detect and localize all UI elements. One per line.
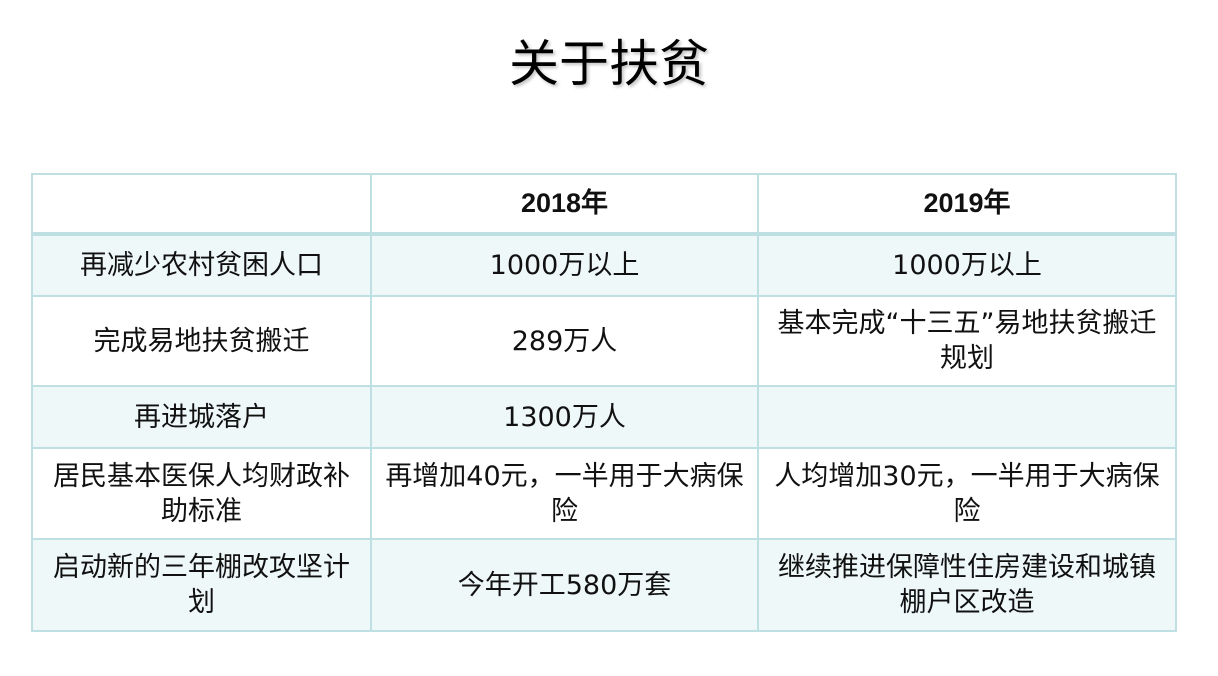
row-label: 再进城落户 <box>31 385 372 449</box>
table-row: 启动新的三年棚改攻坚计划 今年开工580万套 继续推进保障性住房建设和城镇棚户区… <box>31 538 1177 632</box>
table-row: 再减少农村贫困人口 1000万以上 1000万以上 <box>31 233 1177 297</box>
row-label: 完成易地扶贫搬迁 <box>31 295 372 387</box>
cell-2018: 289万人 <box>370 295 759 387</box>
cell-2018: 1000万以上 <box>370 233 759 297</box>
cell-2018: 今年开工580万套 <box>370 538 759 632</box>
table-row: 居民基本医保人均财政补助标准 再增加40元，一半用于大病保险 人均增加30元，一… <box>31 447 1177 540</box>
row-label: 再减少农村贫困人口 <box>31 233 372 297</box>
row-label: 启动新的三年棚改攻坚计划 <box>31 538 372 632</box>
slide-title: 关于扶贫 <box>509 35 709 93</box>
cell-2019: 人均增加30元，一半用于大病保险 <box>757 447 1177 540</box>
cell-2018: 再增加40元，一半用于大病保险 <box>370 447 759 540</box>
cell-2019: 基本完成“十三五”易地扶贫搬迁规划 <box>757 295 1177 387</box>
cell-2019: 继续推进保障性住房建设和城镇棚户区改造 <box>757 538 1177 632</box>
cell-2019: 1000万以上 <box>757 233 1177 297</box>
cell-2019 <box>757 385 1177 449</box>
row-label: 居民基本医保人均财政补助标准 <box>31 447 372 540</box>
header-cell-2019: 2019年 <box>757 173 1177 236</box>
cell-2018: 1300万人 <box>370 385 759 449</box>
table-row: 再进城落户 1300万人 <box>31 385 1177 449</box>
header-row: 2018年 2019年 <box>31 173 1177 236</box>
poverty-table: 2018年 2019年 再减少农村贫困人口 1000万以上 1000万以上 完成… <box>31 173 1177 632</box>
table-row: 完成易地扶贫搬迁 289万人 基本完成“十三五”易地扶贫搬迁规划 <box>31 295 1177 387</box>
header-cell-empty <box>31 173 372 236</box>
header-cell-2018: 2018年 <box>370 173 759 236</box>
